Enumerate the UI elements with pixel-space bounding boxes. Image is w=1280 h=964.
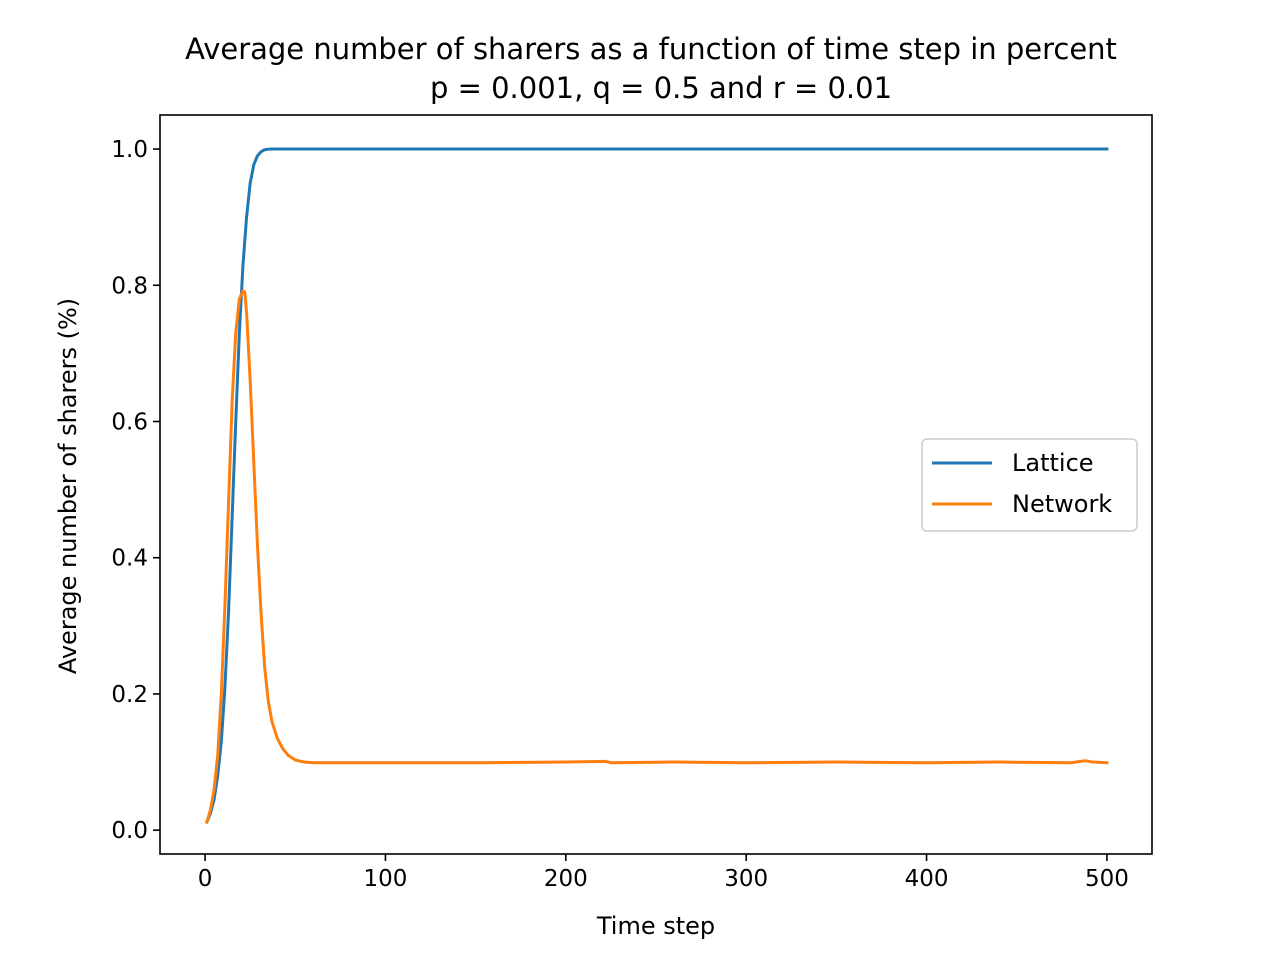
x-tick-label: 0 — [198, 866, 213, 892]
y-axis-label: Average number of sharers (%) — [54, 298, 82, 674]
chart-subtitle: p = 0.001, q = 0.5 and r = 0.01 — [430, 71, 892, 105]
series-layer — [204, 147, 1109, 824]
x-axis: 0 100 200 300 400 500 — [198, 854, 1129, 892]
x-axis-label: Time step — [596, 912, 715, 940]
y-tick-label: 0.4 — [111, 546, 148, 572]
series-line-lattice — [204, 147, 1109, 824]
x-tick-label: 300 — [724, 866, 768, 892]
y-tick-label: 0.0 — [111, 818, 148, 844]
y-tick-label: 1.0 — [111, 137, 148, 163]
y-tick-label: 0.8 — [111, 273, 148, 299]
y-axis: 0.0 0.2 0.4 0.6 0.8 1.0 — [111, 137, 160, 844]
y-tick-label: 0.2 — [111, 682, 148, 708]
x-tick-label: 500 — [1085, 866, 1129, 892]
x-tick-label: 400 — [905, 866, 949, 892]
legend-label-lattice: Lattice — [1012, 449, 1094, 477]
x-tick-label: 200 — [544, 866, 588, 892]
legend-label-network: Network — [1012, 490, 1112, 518]
series-line-network — [205, 289, 1109, 824]
x-tick-label: 100 — [364, 866, 408, 892]
plot-area-frame — [159, 114, 1153, 855]
y-tick-label: 0.6 — [111, 409, 148, 435]
chart-title: Average number of sharers as a function … — [185, 32, 1117, 66]
legend: Lattice Network — [921, 438, 1138, 532]
